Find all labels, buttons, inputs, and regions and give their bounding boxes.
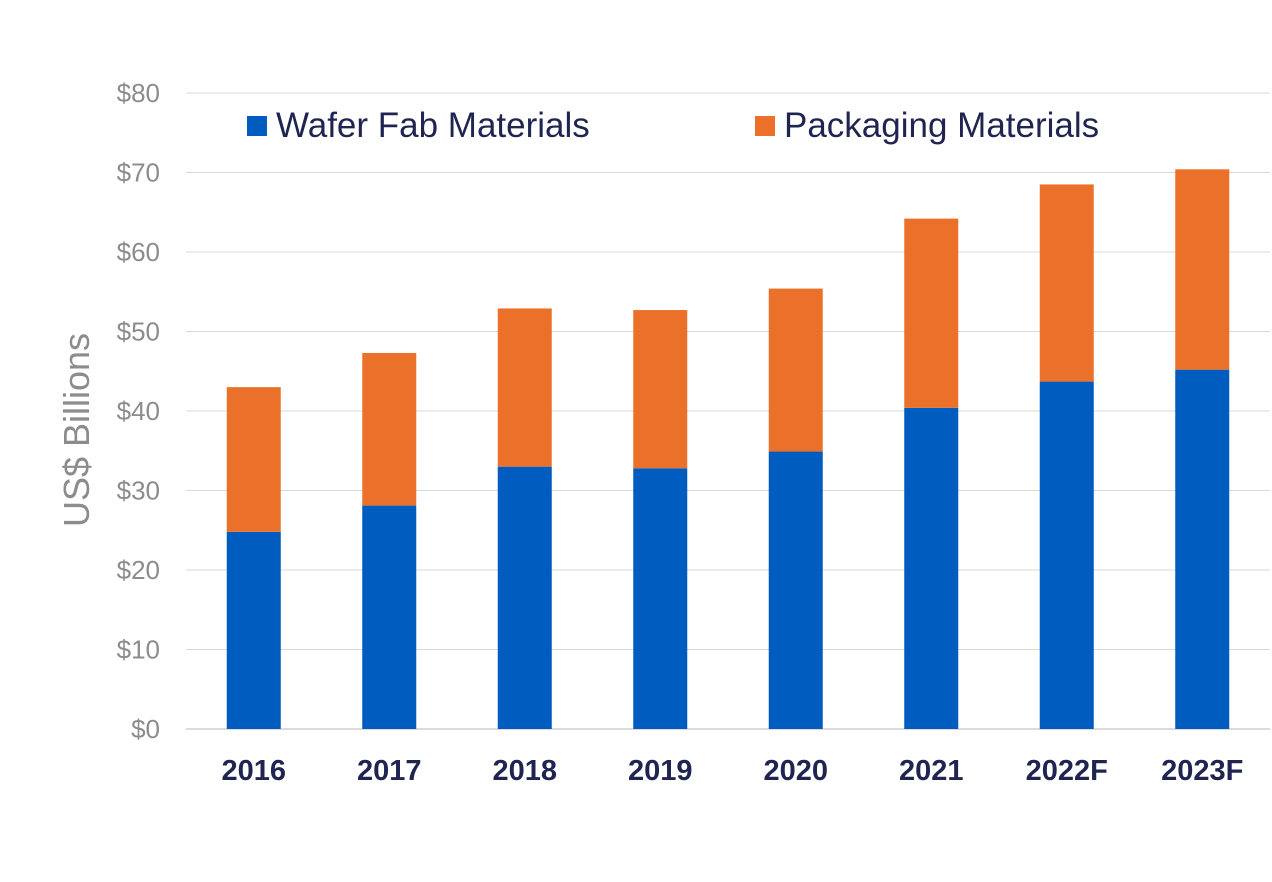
x-tick-label: 2022F	[1026, 755, 1108, 787]
x-axis-ticks: 2016 2017 2018 2019 2020 2021 2022F 2023F	[221, 755, 1243, 787]
x-tick-label: 2016	[221, 755, 286, 787]
bar-packaging-materials	[226, 387, 281, 532]
gridlines	[186, 92, 1270, 730]
x-tick-label: 2020	[763, 755, 828, 787]
x-tick-label: 2023F	[1161, 755, 1243, 787]
x-tick-label: 2019	[628, 755, 693, 787]
bar-wafer-fab-materials	[633, 468, 688, 729]
bar-packaging-materials	[497, 308, 552, 467]
legend: Wafer Fab Materials Packaging Materials	[247, 106, 1099, 145]
legend-swatch	[755, 116, 775, 136]
bars	[226, 169, 1230, 729]
bar-wafer-fab-materials	[497, 466, 552, 729]
bar-packaging-materials	[1039, 184, 1094, 382]
bar-packaging-materials	[362, 352, 417, 506]
y-tick-label: $60	[117, 237, 160, 267]
y-tick-label: $20	[117, 555, 160, 585]
y-tick-label: $70	[117, 158, 160, 188]
y-tick-label: $30	[117, 476, 160, 506]
x-tick-label: 2018	[492, 755, 557, 787]
y-tick-label: $40	[117, 396, 160, 426]
bar-wafer-fab-materials	[1039, 381, 1094, 729]
legend-label: Packaging Materials	[784, 106, 1099, 145]
y-axis-ticks: $0 $10 $20 $30 $40 $50 $60 $70 $80	[117, 78, 160, 744]
y-tick-label: $10	[117, 635, 160, 665]
bar-wafer-fab-materials	[1175, 369, 1230, 729]
x-tick-label: 2021	[899, 755, 964, 787]
bar-packaging-materials	[904, 218, 959, 408]
x-tick-label: 2017	[357, 755, 422, 787]
bar-wafer-fab-materials	[362, 505, 417, 729]
y-axis-label: US$ Billions	[56, 333, 97, 527]
bar-packaging-materials	[1175, 169, 1230, 370]
y-tick-label: $80	[117, 78, 160, 108]
bar-packaging-materials	[633, 310, 688, 469]
bar-wafer-fab-materials	[226, 531, 281, 729]
y-tick-label: $0	[131, 714, 160, 744]
bar-packaging-materials	[768, 288, 823, 452]
legend-swatch	[247, 116, 267, 136]
legend-label: Wafer Fab Materials	[276, 106, 590, 145]
bar-wafer-fab-materials	[768, 451, 823, 729]
y-tick-label: $50	[117, 317, 160, 347]
bar-wafer-fab-materials	[904, 407, 959, 729]
